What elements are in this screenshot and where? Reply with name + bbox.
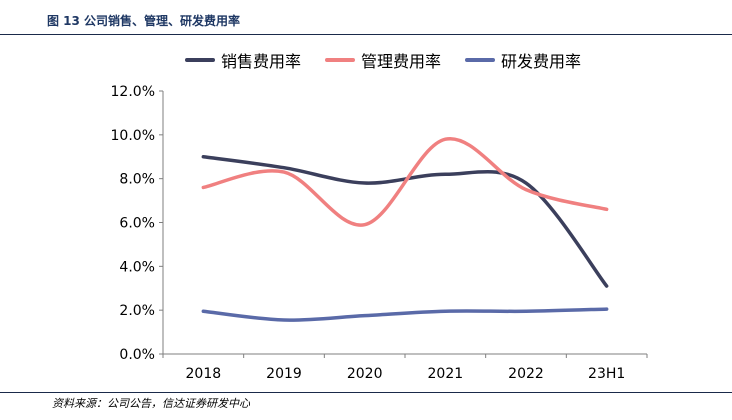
x-tick-label: 2018 [186,366,222,382]
series-line-rnd [201,307,609,322]
x-tick-label: 2022 [508,366,544,382]
x-tick-label: 2020 [347,366,383,382]
x-tick-label: 2021 [428,366,464,382]
legend-label-admin: 管理费用率 [361,52,442,71]
legend-item-rnd: 研发费用率 [465,48,581,72]
y-tick-label: 6.0% [119,216,155,232]
figure-title: 图 13 公司销售、管理、研发费用率 [47,14,241,28]
legend-swatch-admin [325,58,356,62]
y-tick-label: 4.0% [119,259,155,275]
x-tick-label: 23H1 [588,366,625,382]
series-line-sales [201,155,609,288]
y-tick-label: 0.0% [119,347,155,363]
y-tick-label: 10.0% [111,128,155,144]
legend-item-admin: 管理费用率 [325,48,441,72]
series-line-admin [201,137,609,227]
y-tick-label: 8.0% [119,172,155,188]
figure-source: 资料来源：公司公告，信达证券研发中心 [52,397,250,410]
x-tick-label: 2019 [266,366,302,382]
chart-legend: 销售费用率 管理费用率 研发费用率 [185,48,605,72]
y-tick-label: 2.0% [119,303,155,319]
y-tick-label: 12.0% [111,84,155,100]
legend-item-sales: 销售费用率 [185,48,301,72]
figure-header: 图 13 公司销售、管理、研发费用率 [0,0,732,35]
figure-footer-rule [0,392,732,393]
legend-swatch-sales [185,58,215,62]
legend-label-sales: 销售费用率 [221,52,302,71]
legend-swatch-rnd [465,58,496,62]
legend-label-rnd: 研发费用率 [501,52,582,71]
